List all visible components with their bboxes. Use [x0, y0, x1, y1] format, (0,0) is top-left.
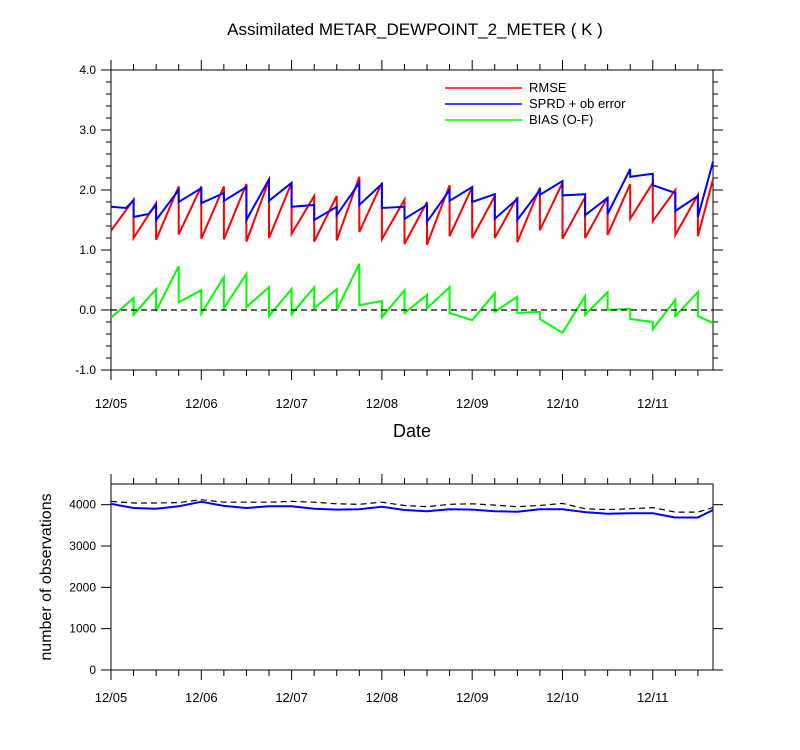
- top-series-bias-o-f: [110, 263, 714, 335]
- top-title: Assimilated METAR_DEWPOINT_2_METER ( K ): [227, 20, 603, 39]
- bottom-series-possible-observations: [110, 499, 714, 513]
- top-xtick-label: 12/06: [185, 396, 218, 411]
- bottom-ytick-label: 2000: [69, 580, 96, 594]
- top-ytick-label: 0.0: [79, 303, 96, 317]
- legend-entry-label: SPRD + ob error: [529, 96, 626, 111]
- top-xlabel: Date: [393, 421, 431, 441]
- top-ytick-label: 4.0: [79, 63, 96, 77]
- bottom-plot-frame: [110, 483, 714, 671]
- top-series-sprd-ob-error: [110, 161, 714, 225]
- bottom-xtick-label: 12/07: [275, 690, 308, 705]
- top-ytick-label: -1.0: [75, 363, 96, 377]
- top-xtick-label: 12/10: [546, 396, 579, 411]
- legend-entry-label: BIAS (O-F): [529, 112, 593, 127]
- bottom-ytick-label: 0: [89, 663, 96, 677]
- bottom-xtick-label: 12/11: [637, 690, 669, 705]
- bottom-series-assimilated-observations: [110, 500, 714, 519]
- top-xtick-label: 12/09: [456, 396, 489, 411]
- top-xtick-label: 12/07: [275, 396, 308, 411]
- top-xtick-label: 12/05: [95, 396, 128, 411]
- bottom-xtick-label: 12/10: [546, 690, 579, 705]
- bottom-xtick-label: 12/08: [366, 690, 399, 705]
- bottom-ylabel: number of observations: [38, 493, 55, 660]
- bottom-ytick-label: 1000: [69, 622, 96, 636]
- top-ytick-label: 1.0: [79, 243, 96, 257]
- top-xtick-label: 12/11: [637, 396, 669, 411]
- bottom-xtick-label: 12/06: [185, 690, 218, 705]
- legend-entry-label: RMSE: [529, 80, 567, 95]
- top-ytick-label: 3.0: [79, 123, 96, 137]
- bottom-ytick-label: 3000: [69, 539, 96, 553]
- bottom-xtick-label: 12/09: [456, 690, 489, 705]
- bottom-ytick-label: 4000: [69, 498, 96, 512]
- top-ytick-label: 2.0: [79, 183, 96, 197]
- top-xtick-label: 12/08: [366, 396, 399, 411]
- bottom-xtick-label: 12/05: [95, 690, 128, 705]
- top-plot-frame: [110, 69, 714, 371]
- top-chart: 12/05 12/06 12/07 12/08 12/09 12/10 12/11 -1.0 0…: [75, 20, 723, 441]
